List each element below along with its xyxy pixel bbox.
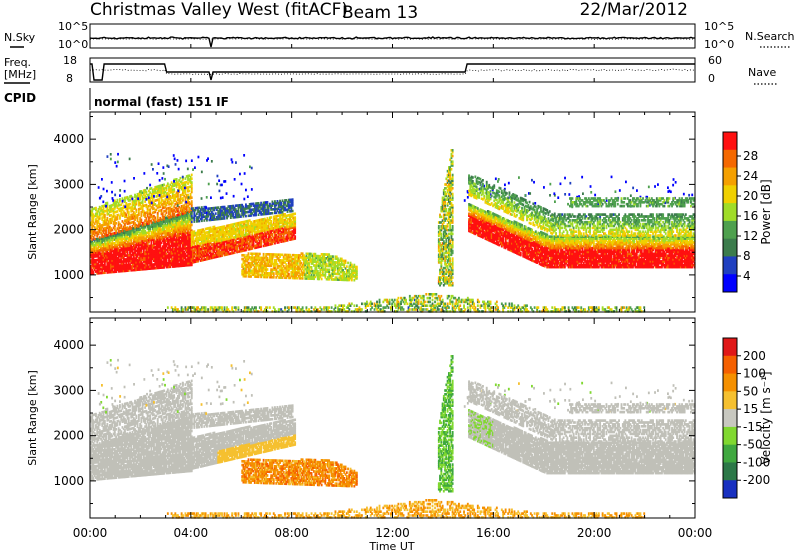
noise-tick-bottom-left: 10^0 bbox=[58, 38, 88, 51]
range-tick-label: 3000 bbox=[53, 177, 84, 191]
colorbar-tick-label: 28 bbox=[743, 149, 758, 163]
freq-tick-bottom: 8 bbox=[66, 72, 73, 85]
range-tick-label: 1000 bbox=[53, 474, 84, 488]
colorbar-segment bbox=[723, 221, 737, 239]
time-tick-label: 00:00 bbox=[73, 526, 108, 540]
colorbar-tick-label: 50 bbox=[743, 384, 758, 398]
colorbar-segment bbox=[723, 462, 737, 480]
colorbar-tick-label: 20 bbox=[743, 189, 758, 203]
range-tick-label: 2000 bbox=[53, 429, 84, 443]
range-tick-label: 4000 bbox=[53, 132, 84, 146]
colorbar-segment bbox=[723, 256, 737, 274]
range-tick-label: 1000 bbox=[53, 268, 84, 282]
range-tick-label: 3000 bbox=[53, 383, 84, 397]
power-panel: 1000 2000 3000 4000 Slant Range [km] bbox=[26, 112, 696, 313]
time-axis-label: Time UT bbox=[368, 540, 414, 553]
colorbar-tick-label: 16 bbox=[743, 209, 758, 223]
colorbar-tick-label: -200 bbox=[743, 473, 770, 487]
colorbar-segment bbox=[723, 374, 737, 392]
power-ylabel: Slant Range [km] bbox=[26, 164, 39, 260]
nave-tick-bottom: 0 bbox=[708, 72, 715, 85]
noise-tick-top-left: 10^5 bbox=[58, 20, 88, 33]
colorbar-tick-label: 4 bbox=[743, 269, 751, 283]
cpid-value: normal (fast) 151 IF bbox=[94, 95, 229, 109]
velocity-scatter-cells bbox=[90, 355, 696, 519]
colorbar-segment bbox=[723, 445, 737, 463]
colorbar-tick-label: 15 bbox=[743, 402, 758, 416]
colorbar-segment bbox=[723, 409, 737, 427]
velocity-ylabel: Slant Range [km] bbox=[26, 370, 39, 466]
freq-tick-top: 18 bbox=[63, 54, 77, 67]
colorbar-tick-label: 8 bbox=[743, 249, 751, 263]
frequency-panel: Freq. [MHz] 18 8 60 0 Nave bbox=[4, 54, 778, 85]
nsearch-label: N.Search bbox=[745, 30, 795, 43]
colorbar-segment bbox=[723, 274, 737, 292]
time-tick-label: 20:00 bbox=[577, 526, 612, 540]
station-title: Christmas Valley West (fitACF) bbox=[90, 0, 348, 20]
cpid-panel: CPID normal (fast) 151 IF bbox=[4, 88, 229, 110]
noise-panel: N.Sky 10^5 10^0 10^5 10^0 N.Search bbox=[4, 20, 795, 51]
noise-tick-top-right: 10^5 bbox=[704, 20, 734, 33]
colorbar-segment bbox=[723, 203, 737, 221]
noise-tick-bottom-right: 10^0 bbox=[704, 38, 734, 51]
frequency-line bbox=[90, 64, 695, 80]
colorbar-segment bbox=[723, 185, 737, 203]
colorbar-segment bbox=[723, 150, 737, 168]
range-tick-label: 2000 bbox=[53, 223, 84, 237]
time-tick-label: 08:00 bbox=[274, 526, 309, 540]
time-tick-label: 00:00 bbox=[678, 526, 713, 540]
beam-label: Beam 13 bbox=[342, 3, 418, 23]
power-scatter-cells bbox=[90, 149, 696, 313]
range-tick-label: 4000 bbox=[53, 338, 84, 352]
colorbar-tick-label: 12 bbox=[743, 229, 758, 243]
nsky-label: N.Sky bbox=[4, 31, 36, 44]
velocity-colorbar-label: Velocity [m s⁻¹] bbox=[759, 371, 773, 464]
colorbar-segment bbox=[723, 480, 737, 498]
colorbar-tick-label: 200 bbox=[743, 349, 766, 363]
date-label: 22/Mar/2012 bbox=[580, 0, 688, 20]
freq-unit-label: [MHz] bbox=[4, 68, 36, 81]
colorbar-segment bbox=[723, 356, 737, 374]
time-tick-label: 12:00 bbox=[375, 526, 410, 540]
colorbar-segment bbox=[723, 427, 737, 445]
nave-tick-top: 60 bbox=[708, 54, 722, 67]
time-tick-label: 04:00 bbox=[174, 526, 209, 540]
colorbar-segment bbox=[723, 132, 737, 150]
time-tick-label: 16:00 bbox=[476, 526, 511, 540]
cpid-label: CPID bbox=[4, 91, 36, 105]
colorbar-segment bbox=[723, 338, 737, 356]
colorbar-segment bbox=[723, 239, 737, 257]
nave-label: Nave bbox=[748, 66, 776, 79]
velocity-panel: 1000 2000 3000 4000 Slant Range [km] bbox=[26, 318, 696, 519]
power-colorbar: 28 24 20 16 12 8 4 bbox=[723, 132, 758, 293]
colorbar-tick-label: 24 bbox=[743, 169, 758, 183]
radar-summary-plot: Christmas Valley West (fitACF) Beam 13 2… bbox=[0, 0, 800, 554]
colorbar-segment bbox=[723, 391, 737, 409]
power-colorbar-label: Power [dB] bbox=[759, 179, 773, 244]
colorbar-segment bbox=[723, 168, 737, 186]
